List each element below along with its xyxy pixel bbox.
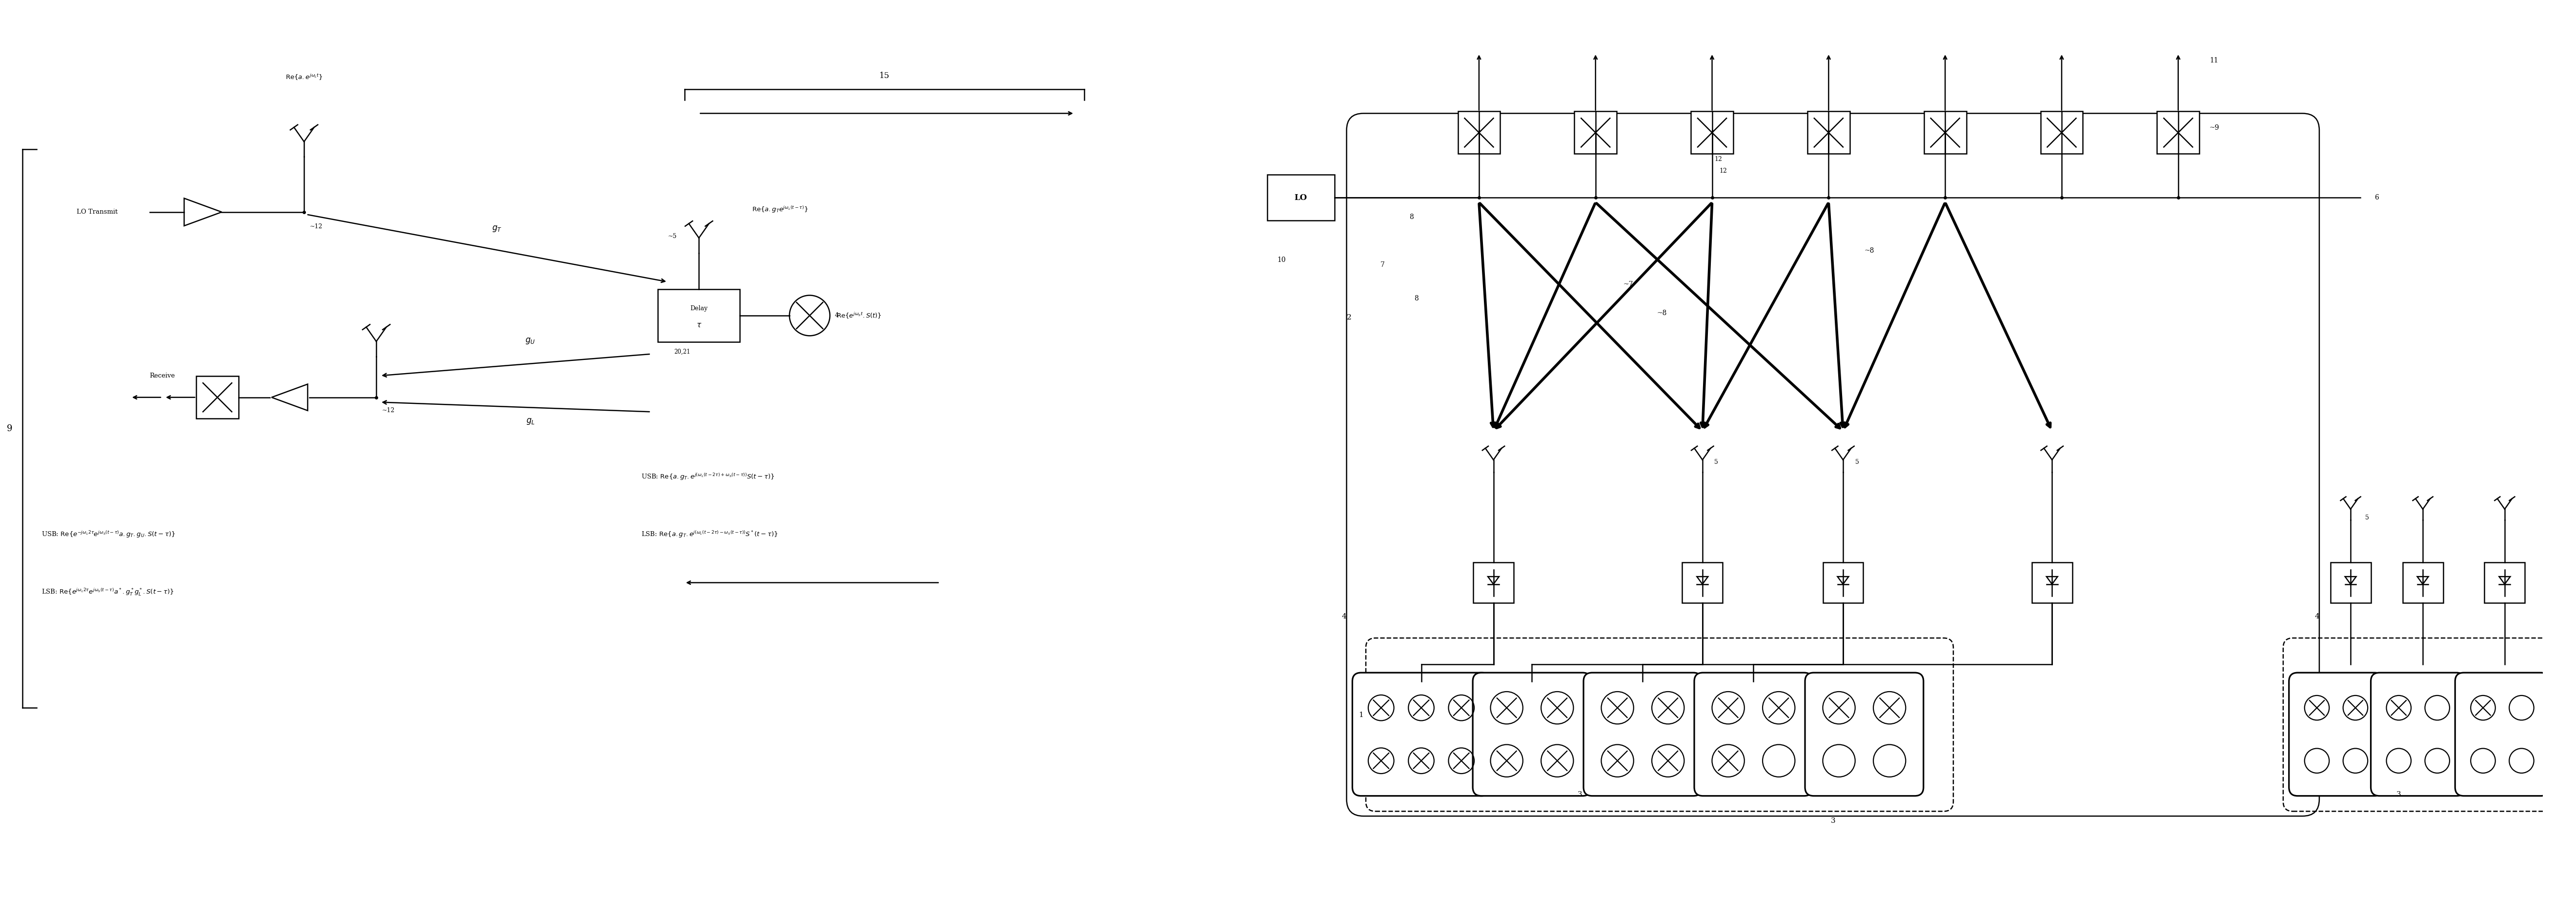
FancyBboxPatch shape <box>1473 672 1592 796</box>
Text: 9: 9 <box>8 424 13 433</box>
Text: ~7: ~7 <box>1623 281 1633 288</box>
Bar <box>1682 562 1723 603</box>
FancyBboxPatch shape <box>2370 672 2465 796</box>
Bar <box>2403 562 2442 603</box>
Text: 5: 5 <box>1716 459 1718 465</box>
Text: 5: 5 <box>2365 515 2370 521</box>
Text: 5: 5 <box>1855 459 1860 465</box>
Bar <box>1458 112 1499 154</box>
Text: 6: 6 <box>2375 194 2380 201</box>
Text: 10: 10 <box>1278 256 1285 264</box>
Bar <box>1924 112 1965 154</box>
Text: $g_T$: $g_T$ <box>492 224 502 234</box>
FancyBboxPatch shape <box>1352 672 1489 796</box>
Text: 15: 15 <box>878 71 889 80</box>
Text: 4: 4 <box>835 312 840 319</box>
Bar <box>2156 112 2200 154</box>
Text: 7: 7 <box>1381 262 1386 268</box>
Bar <box>1267 175 1334 221</box>
FancyBboxPatch shape <box>1806 672 1924 796</box>
Text: 12: 12 <box>1716 156 1723 162</box>
Text: 1: 1 <box>1358 712 1363 718</box>
Text: 3: 3 <box>1577 791 1582 798</box>
Bar <box>196 376 240 419</box>
Text: ~12: ~12 <box>309 224 322 230</box>
Text: $g_L$: $g_L$ <box>526 417 536 426</box>
Bar <box>2040 112 2084 154</box>
FancyBboxPatch shape <box>1695 672 1814 796</box>
Text: LSB: $\mathrm{Re}\{e^{j\omega_L 2\tau}e^{j\omega_S(t-\tau)}a^*.g_T^*g_L^*.S(t-\t: LSB: $\mathrm{Re}\{e^{j\omega_L 2\tau}e^… <box>41 587 175 597</box>
FancyBboxPatch shape <box>1584 672 1703 796</box>
FancyBboxPatch shape <box>2455 672 2550 796</box>
Text: 12: 12 <box>1718 168 1726 174</box>
Bar <box>2032 562 2071 603</box>
Circle shape <box>788 295 829 336</box>
Bar <box>2483 562 2524 603</box>
Text: ~8: ~8 <box>1865 247 1873 254</box>
Text: LO: LO <box>1293 193 1306 202</box>
Bar <box>1574 112 1618 154</box>
Text: 8: 8 <box>1414 295 1419 302</box>
Bar <box>2331 562 2370 603</box>
Text: LSB: $\mathrm{Re}\{a.g_T.e^{j(\omega_L(t-2\tau)-\omega_S(t-\tau))}S^*(t-\tau)\}$: LSB: $\mathrm{Re}\{a.g_T.e^{j(\omega_L(t… <box>641 530 778 540</box>
Text: 2: 2 <box>1347 314 1352 321</box>
Text: 20,21: 20,21 <box>675 348 690 354</box>
Bar <box>1690 112 1734 154</box>
Text: 3: 3 <box>2396 791 2401 798</box>
Text: ~9: ~9 <box>2210 125 2221 131</box>
Text: Receive: Receive <box>149 373 175 379</box>
Bar <box>1824 562 1862 603</box>
Bar <box>657 289 739 342</box>
Text: $\mathrm{Re}\{e^{j\omega_S t}.S(t)\}$: $\mathrm{Re}\{e^{j\omega_S t}.S(t)\}$ <box>837 311 881 320</box>
Text: ~12: ~12 <box>381 408 394 413</box>
Text: $g_U$: $g_U$ <box>526 337 536 345</box>
Text: USB: $\mathrm{Re}\{e^{-j\omega_L 2\tau}e^{j\omega_S(t-\tau)}a.g_T.g_U.S(t-\tau)\: USB: $\mathrm{Re}\{e^{-j\omega_L 2\tau}e… <box>41 530 175 540</box>
Text: ~8: ~8 <box>1656 310 1667 317</box>
Text: 4: 4 <box>2313 613 2318 620</box>
FancyBboxPatch shape <box>1347 114 2318 816</box>
Text: $\tau$: $\tau$ <box>696 322 701 329</box>
Text: 8: 8 <box>1409 213 1414 220</box>
Text: 11: 11 <box>2210 57 2218 64</box>
Text: ~5: ~5 <box>667 233 677 239</box>
Text: 3: 3 <box>1832 817 1834 824</box>
Text: Delay: Delay <box>690 305 708 311</box>
Bar <box>1473 562 1515 603</box>
FancyBboxPatch shape <box>2290 672 2383 796</box>
Text: $\mathrm{Re}\{a.e^{j\omega_L t}\}$: $\mathrm{Re}\{a.e^{j\omega_L t}\}$ <box>286 73 322 82</box>
Bar <box>1808 112 1850 154</box>
Text: 4: 4 <box>1342 613 1347 620</box>
Text: LO Transmit: LO Transmit <box>77 209 118 215</box>
Text: USB: $\mathrm{Re}\{a.g_T.e^{j(\omega_L(t-2\tau)+\omega_S(t-\tau))}S(t-\tau)\}$: USB: $\mathrm{Re}\{a.g_T.e^{j(\omega_L(t… <box>641 472 775 482</box>
Text: $\mathrm{Re}\{a.g_T e^{j\omega_L(t-\tau)}\}$: $\mathrm{Re}\{a.g_T e^{j\omega_L(t-\tau)… <box>752 205 809 214</box>
